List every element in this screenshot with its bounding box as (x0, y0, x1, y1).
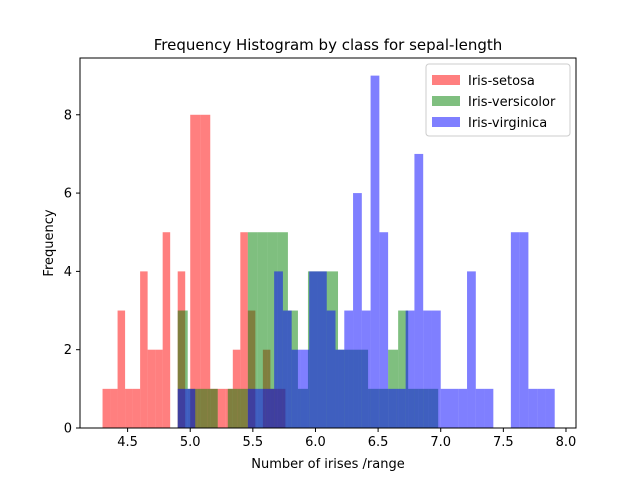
bar (237, 388, 248, 428)
bar (317, 271, 327, 428)
y-tick-label: 8 (64, 108, 72, 123)
bar (467, 271, 476, 428)
legend-box (425, 63, 571, 137)
bar (449, 388, 459, 428)
bar (510, 232, 520, 428)
bar (267, 232, 278, 428)
bar (190, 114, 201, 428)
legend-label: Iris-setosa (468, 74, 535, 89)
x-tick-label: 6.0 (305, 435, 326, 450)
bar (423, 310, 432, 428)
legend-swatch (432, 96, 460, 106)
bar (117, 310, 126, 428)
bar (197, 388, 208, 428)
bar (247, 232, 258, 428)
bar (207, 388, 218, 428)
series-iris-virginica (177, 75, 555, 429)
bar (335, 349, 345, 428)
bar (217, 388, 226, 428)
bar (227, 388, 238, 428)
bar (353, 193, 362, 428)
bar (200, 114, 211, 428)
x-tick-label: 4.5 (117, 435, 138, 450)
bar (132, 388, 141, 428)
plot-frame (79, 57, 577, 429)
bar (379, 232, 389, 428)
bar (545, 388, 555, 428)
x-tick-label: 7.0 (430, 435, 451, 450)
bar (140, 271, 148, 428)
y-tick-label: 0 (64, 422, 72, 437)
bar (414, 153, 424, 429)
x-tick-label: 7.5 (493, 435, 514, 450)
bar (147, 349, 156, 428)
bar (398, 310, 409, 428)
bar (519, 232, 529, 428)
y-axis-label: Frequency (42, 209, 57, 276)
bar (300, 349, 310, 428)
bar (125, 388, 133, 428)
bar (405, 310, 415, 428)
bar (177, 388, 196, 428)
bar (240, 232, 248, 428)
bar (326, 310, 336, 428)
legend-swatch (432, 117, 460, 127)
bar (475, 388, 485, 428)
y-tick-label: 2 (64, 343, 72, 358)
bar (431, 310, 441, 428)
axes-layer: 4.5 5.0 5.5 6.0 6.5 7.0 7.5 8.0 0 2 4 6 8 (64, 57, 577, 450)
x-tick-label: 5.5 (243, 435, 264, 450)
bar (458, 388, 468, 428)
bar (102, 388, 111, 428)
y-tick-label: 6 (64, 187, 72, 202)
bar (291, 349, 301, 428)
legend-swatch (432, 75, 460, 85)
bar (110, 388, 118, 428)
legend: Iris-setosa Iris-versicolor Iris-virginica (425, 63, 571, 137)
chart-title: Frequency Histogram by class for sepal-l… (154, 36, 503, 54)
bar (155, 349, 163, 428)
bar (247, 388, 266, 428)
bar (257, 232, 268, 428)
bar (528, 388, 538, 428)
x-tick-label: 6.5 (368, 435, 389, 450)
y-tick-label: 4 (64, 265, 72, 280)
bar (177, 310, 188, 428)
legend-label: Iris-virginica (468, 116, 547, 131)
x-axis-label: Number of irises /range (251, 457, 404, 472)
bar (162, 232, 171, 428)
bar (274, 271, 283, 428)
x-tick-label: 5.0 (180, 435, 201, 450)
bar (537, 388, 546, 428)
bar (370, 75, 380, 428)
bars-layer (102, 75, 555, 429)
bar (344, 310, 354, 428)
bar (361, 310, 371, 428)
bar (309, 271, 318, 428)
bar (282, 310, 292, 428)
bar (388, 388, 397, 428)
bar (484, 388, 494, 428)
bar (440, 388, 450, 428)
bar (396, 388, 406, 428)
x-tick-label: 8.0 (556, 435, 577, 450)
legend-label: Iris-versicolor (468, 95, 556, 110)
bar (265, 388, 275, 428)
